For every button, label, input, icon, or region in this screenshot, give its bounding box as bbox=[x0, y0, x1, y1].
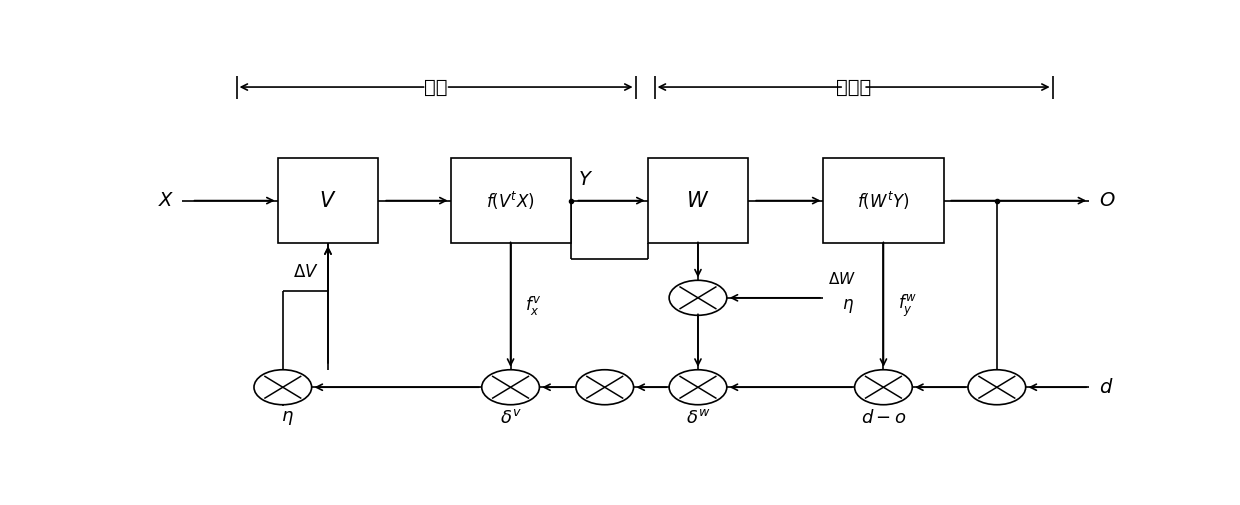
Text: $d-o$: $d-o$ bbox=[861, 410, 906, 427]
Text: $\eta$: $\eta$ bbox=[842, 296, 854, 315]
Text: $f_y^w$: $f_y^w$ bbox=[898, 292, 916, 319]
Ellipse shape bbox=[670, 280, 727, 315]
Bar bbox=[647, 158, 749, 243]
Ellipse shape bbox=[670, 370, 727, 405]
Text: $\eta$: $\eta$ bbox=[281, 410, 294, 427]
Text: 隐层: 隐层 bbox=[424, 78, 448, 96]
Text: $W$: $W$ bbox=[686, 190, 709, 211]
Ellipse shape bbox=[575, 370, 634, 405]
Text: $X$: $X$ bbox=[157, 191, 174, 210]
Bar bbox=[823, 158, 944, 243]
Text: $Y$: $Y$ bbox=[578, 170, 594, 189]
Text: 输出层: 输出层 bbox=[836, 78, 872, 96]
Text: $\delta^w$: $\delta^w$ bbox=[686, 410, 711, 427]
Text: $f(V^tX)$: $f(V^tX)$ bbox=[486, 189, 534, 212]
Ellipse shape bbox=[481, 370, 539, 405]
Text: $\Delta V$: $\Delta V$ bbox=[293, 263, 319, 281]
Text: $\Delta W$: $\Delta W$ bbox=[828, 271, 856, 287]
Text: $O$: $O$ bbox=[1099, 191, 1115, 210]
Ellipse shape bbox=[254, 370, 311, 405]
Text: $d$: $d$ bbox=[1099, 378, 1114, 397]
Text: $f_x^v$: $f_x^v$ bbox=[525, 294, 541, 317]
Text: $\delta^v$: $\delta^v$ bbox=[500, 410, 522, 427]
Bar bbox=[278, 158, 378, 243]
Text: $V$: $V$ bbox=[319, 190, 337, 211]
Text: $f(W^tY)$: $f(W^tY)$ bbox=[857, 189, 910, 212]
Ellipse shape bbox=[854, 370, 913, 405]
Bar bbox=[450, 158, 570, 243]
Ellipse shape bbox=[968, 370, 1025, 405]
